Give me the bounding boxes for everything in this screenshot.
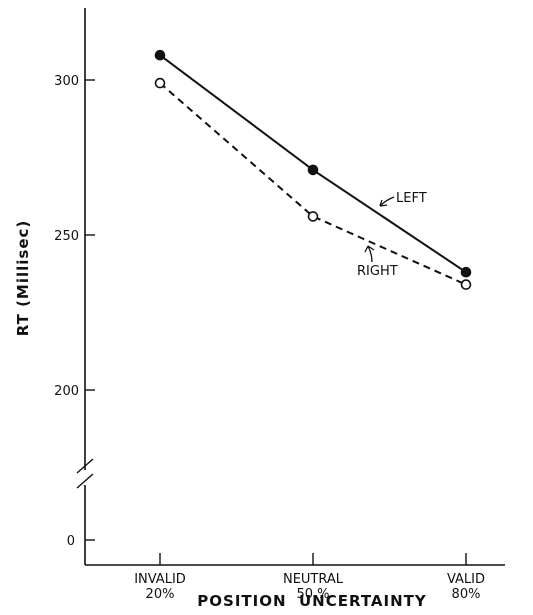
axis-break-mark-upper — [76, 458, 94, 474]
y-tick-label: 0 — [67, 534, 75, 549]
series-labels: LEFT RIGHT — [357, 191, 427, 279]
data-point-left — [154, 49, 166, 61]
data-point-left — [460, 266, 472, 278]
label-arrow-left — [379, 196, 395, 207]
y-tick-label: 300 — [54, 74, 79, 89]
data-point-right — [460, 279, 472, 290]
x-tick-label: INVALID — [134, 572, 186, 587]
y-axis-title: RT (Millisec) — [14, 220, 32, 337]
x-tick-label: 20% — [146, 587, 175, 602]
y-tick-label: 250 — [54, 229, 79, 244]
series-line-left — [159, 54, 467, 274]
data-point-left — [307, 164, 319, 176]
x-tick-label: NEUTRAL — [283, 572, 344, 587]
label-arrow-head-left — [379, 199, 388, 207]
data-point-right — [307, 211, 319, 222]
label-arrow-head-right — [364, 245, 375, 253]
x-tick-label: 80% — [452, 587, 481, 602]
series-label-left: LEFT — [396, 191, 427, 206]
y-ticks: 300 250 200 0 — [54, 74, 95, 549]
y-tick-label: 200 — [54, 384, 79, 399]
x-axis-title: POSITION UNCERTAINTY — [197, 592, 427, 610]
data-point-right — [154, 77, 166, 89]
label-arrow-right — [367, 245, 373, 263]
series-group — [154, 49, 472, 290]
series-label-right: RIGHT — [357, 264, 398, 279]
axis-break-mark-lower — [76, 473, 94, 489]
x-tick-label: VALID — [447, 572, 485, 587]
x-tick-label: 50 % — [296, 587, 329, 602]
series-line-right — [159, 82, 467, 286]
axes — [76, 8, 505, 566]
